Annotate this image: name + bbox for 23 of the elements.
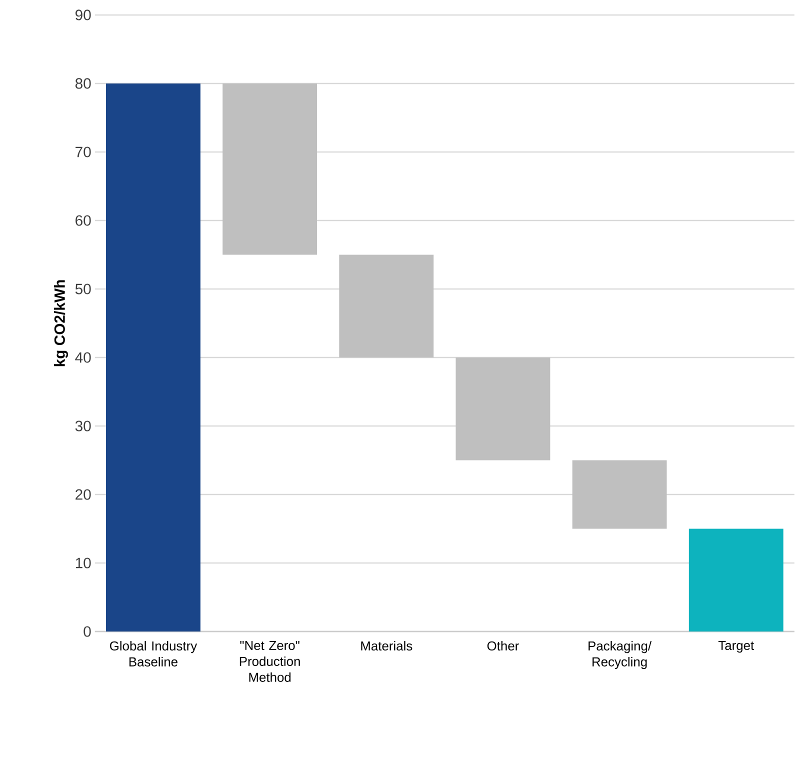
y-tick-label: 10 [76, 558, 91, 568]
x-tick-label: Global Industry Baseline [110, 640, 198, 666]
bar [456, 357, 550, 460]
y-tick-label: 80 [75, 78, 91, 89]
bar [339, 254, 434, 358]
y-axis-title: kg CO2/kWh [54, 280, 68, 366]
bar [106, 83, 200, 632]
y-tick-label: 90 [76, 9, 91, 20]
y-tick-label: 0 [84, 626, 91, 637]
y-tick-label: 70 [76, 146, 91, 158]
bar [222, 83, 318, 255]
x-tick-label: Other [487, 640, 519, 650]
y-tick-label: 50 [75, 284, 91, 294]
x-tick-label: Materials [361, 640, 412, 650]
y-tick-label: 40 [75, 352, 91, 363]
y-tick-label: 30 [75, 420, 91, 432]
x-tick-label: "Net Zero" Production Method [240, 640, 300, 682]
y-tick-label: 20 [76, 489, 91, 500]
x-tick-label: Target [718, 640, 754, 652]
bar [688, 528, 784, 632]
x-tick-label: Packaging/ Recycling [588, 640, 652, 669]
y-tick-label: 60 [76, 214, 91, 226]
bar [572, 460, 667, 529]
